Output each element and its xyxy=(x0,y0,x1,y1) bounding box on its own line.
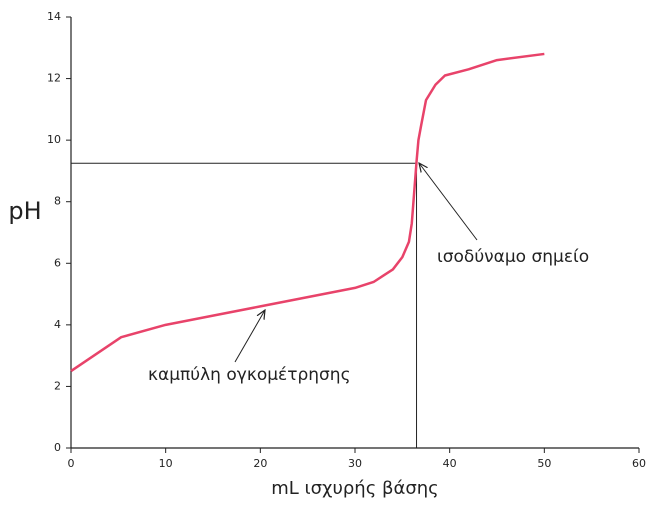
x-tick-label: 20 xyxy=(253,457,267,470)
y-tick-label: 8 xyxy=(54,195,61,208)
y-tick-label: 12 xyxy=(47,72,61,85)
y-tick-label: 4 xyxy=(54,318,61,331)
x-tick-label: 50 xyxy=(537,457,551,470)
data-line xyxy=(70,52,545,373)
x-tick-label: 10 xyxy=(159,457,173,470)
y-axis-label: pH xyxy=(8,197,41,225)
y-tick-label: 0 xyxy=(54,441,61,454)
annotation: καμπύλη ογκομέτρησης xyxy=(148,365,351,385)
annotation-arrow xyxy=(234,310,265,363)
x-tick-label: 40 xyxy=(443,457,457,470)
annotation-arrow xyxy=(419,163,478,241)
x-tick-label: 0 xyxy=(68,457,75,470)
annotation: ισοδύναμο σημείο xyxy=(437,247,589,267)
y-tick-label: 6 xyxy=(54,256,61,269)
y-tick-label: 10 xyxy=(47,133,61,146)
x-axis-label: mL ισχυρής βάσης xyxy=(271,478,438,499)
y-tick-label: 2 xyxy=(54,379,61,392)
x-tick-label: 60 xyxy=(632,457,646,470)
x-tick-label: 30 xyxy=(348,457,362,470)
y-tick-label: 14 xyxy=(47,10,61,23)
